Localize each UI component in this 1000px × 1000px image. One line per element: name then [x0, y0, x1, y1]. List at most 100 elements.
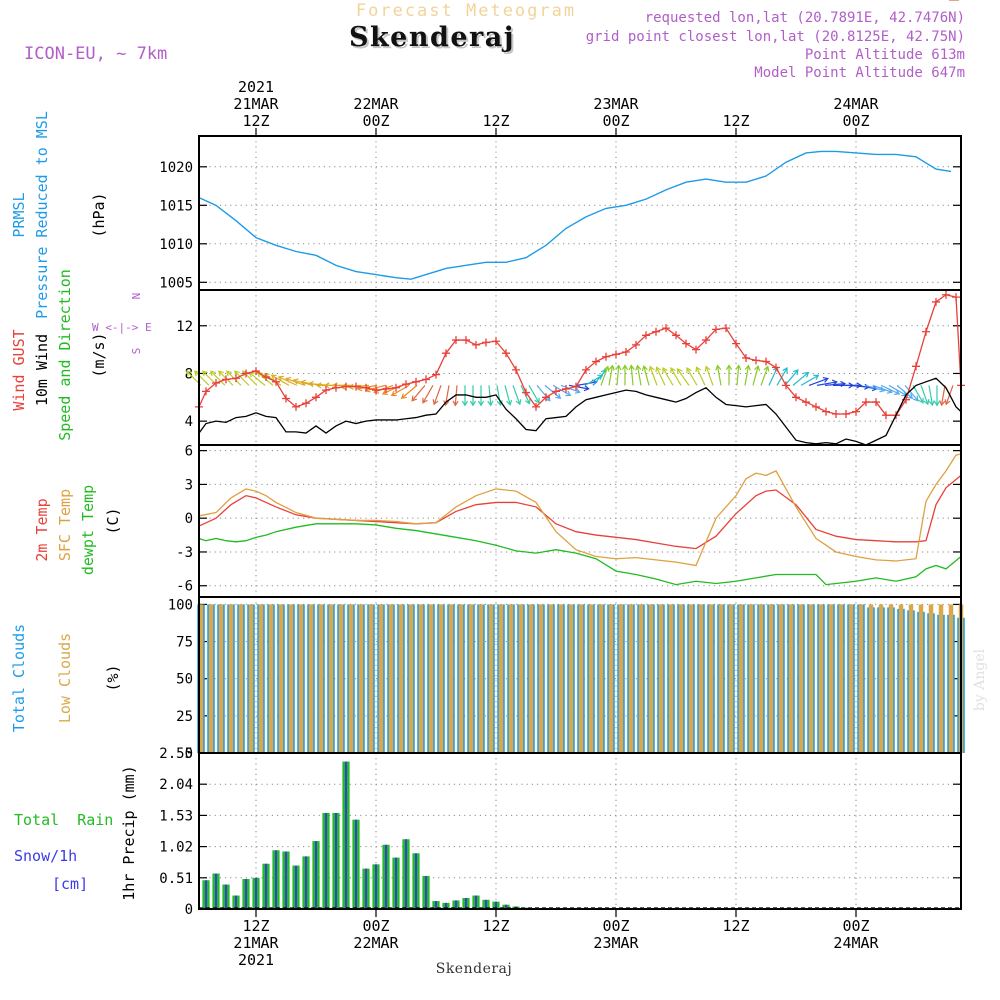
- wind-unit-label: (m/s): [90, 332, 108, 377]
- low-cloud-bar: [359, 604, 364, 753]
- low-cloud-bar: [679, 604, 684, 753]
- wind-gust-marker: [652, 328, 660, 336]
- author-credit: by Angel: [972, 648, 988, 711]
- low-cloud-bar: [899, 604, 904, 753]
- low-cloud-bar: [869, 604, 874, 753]
- meteogram-title: Forecast Meteogram: [356, 1, 576, 21]
- snow-bar: [455, 900, 457, 909]
- snow-bar: [245, 879, 247, 909]
- low-cloud-bar: [919, 604, 924, 753]
- low-cloud-bar: [759, 604, 764, 753]
- low-cloud-bar: [259, 604, 264, 753]
- bottom-time-label: 2021: [238, 951, 274, 969]
- low-cloud-bar: [809, 604, 814, 753]
- low-cloud-bar: [669, 604, 674, 753]
- wind-arrow: [793, 373, 808, 386]
- low-cloud-bar: [409, 604, 414, 753]
- clouds-ytick-label: 75: [176, 635, 193, 651]
- pressure-ytick-label: 1020: [159, 160, 193, 176]
- compass-north: N: [130, 293, 143, 300]
- wind-gust-marker: [802, 398, 810, 406]
- pressure-msl-label: Pressure Reduced to MSL: [33, 111, 51, 319]
- top-time-label: 00Z: [842, 112, 869, 130]
- wind-arrow-shaft: [687, 368, 697, 385]
- wind-gust-marker: [762, 358, 770, 366]
- low-cloud-bar: [569, 604, 574, 753]
- snow-bar: [435, 901, 437, 909]
- low-cloud-bar: [459, 604, 464, 753]
- compass-south: S: [130, 348, 143, 355]
- wind-arrow: [513, 385, 521, 404]
- wind-ytick-label: 8: [185, 366, 193, 382]
- temp-2m-line: [199, 475, 961, 548]
- low-cloud-bar: [819, 604, 824, 753]
- top-time-label: 12Z: [722, 112, 749, 130]
- clouds-ytick-label: 25: [176, 709, 193, 725]
- temp-ytick-label: -6: [176, 579, 193, 595]
- snow-bar: [395, 858, 397, 909]
- low-cloud-bar: [889, 604, 894, 753]
- wind-arrow: [745, 366, 750, 386]
- pressure-ytick-label: 1010: [159, 237, 193, 253]
- top-time-label: 00Z: [602, 112, 629, 130]
- wind-gust-marker: [412, 378, 420, 386]
- wind-arrow: [636, 366, 641, 386]
- total-clouds-label: Total Clouds: [10, 624, 28, 732]
- low-cloud-bar: [209, 604, 214, 753]
- wind-gust-marker: [462, 336, 470, 344]
- top-time-label: 00Z: [362, 112, 389, 130]
- wind-arrow: [696, 367, 705, 385]
- wind-arrow: [478, 385, 483, 405]
- wind-gust-label: Wind GUST: [10, 329, 28, 410]
- low-cloud-bar: [479, 604, 484, 753]
- wind-gust-marker: [842, 410, 850, 418]
- low-cloud-bar: [419, 604, 424, 753]
- bottom-time-label: 24MAR: [833, 934, 879, 952]
- precip-ytick-label: 2.55: [159, 746, 193, 762]
- low-cloud-bar: [849, 604, 854, 753]
- temp-ytick-label: 0: [185, 511, 193, 527]
- top-time-label: 22MAR: [353, 95, 399, 113]
- low-cloud-bar: [289, 604, 294, 753]
- low-cloud-bar: [519, 604, 524, 753]
- low-cloud-bar: [449, 604, 454, 753]
- wind-arrow-shaft: [521, 385, 529, 403]
- precip-ytick-label: 1.53: [159, 808, 193, 824]
- low-cloud-bar: [349, 604, 354, 753]
- wind-arrow: [642, 366, 649, 385]
- gridpoint-coords: grid point closest lon,lat (20.8125E, 42…: [586, 29, 965, 45]
- location-title: Skenderaj: [349, 22, 515, 53]
- low-cloud-bar: [649, 604, 654, 753]
- low-clouds-label: Low Clouds: [56, 633, 74, 723]
- bottom-time-label: 12Z: [482, 917, 509, 935]
- snow-bar: [205, 880, 207, 909]
- wind-arrow: [433, 385, 441, 404]
- snow-bar: [365, 869, 367, 909]
- low-cloud-bar: [509, 604, 514, 753]
- compass-west-east: W <-|-> E: [92, 321, 152, 334]
- wind-arrow-shaft: [671, 368, 681, 385]
- snow-bar: [355, 820, 357, 909]
- point-altitude: Point Altitude 613m: [805, 47, 965, 63]
- snow-bar: [305, 856, 307, 909]
- wind-arrow: [622, 365, 627, 385]
- snow-bar: [335, 813, 337, 909]
- top-time-label: 24MAR: [833, 95, 879, 113]
- bottom-time-label: 21MAR: [233, 934, 279, 952]
- wind-gust-marker: [242, 369, 250, 377]
- clouds-unit-label: (%): [104, 664, 122, 691]
- precip-ytick-label: 0: [185, 902, 193, 918]
- wind-gust-marker: [512, 366, 520, 374]
- bottom-time-label: 22MAR: [353, 934, 399, 952]
- bottom-time-label: 12Z: [242, 917, 269, 935]
- low-cloud-bar: [469, 604, 474, 753]
- low-cloud-bar: [219, 604, 224, 753]
- bottom-time-label: 00Z: [602, 917, 629, 935]
- wind-arrow: [470, 385, 475, 405]
- wind-10m-label: 10m Wind: [33, 334, 51, 406]
- snow-bar: [215, 874, 217, 909]
- total-rain-label: Total Rain: [14, 811, 113, 829]
- prmsl-label: PRMSL: [10, 192, 28, 237]
- wind-gust-marker: [612, 350, 620, 358]
- wind-arrow-shaft: [402, 385, 417, 398]
